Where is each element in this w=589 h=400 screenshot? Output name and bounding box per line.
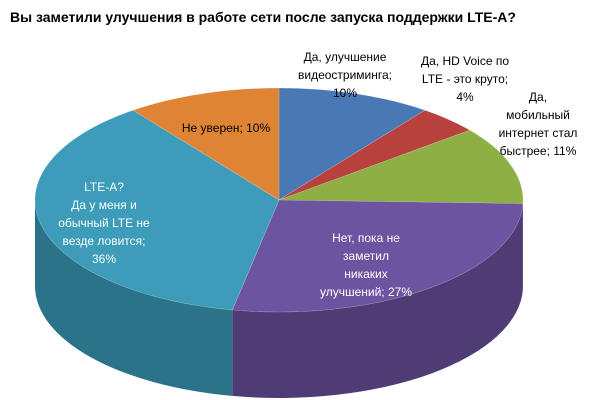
- slice-label: Не уверен; 10%: [182, 121, 271, 135]
- pie-slice: [34, 109, 280, 311]
- slice-label: Нет, пока не заметил никаких улучшений; 27%: [320, 231, 412, 299]
- pie-slice: [278, 109, 471, 201]
- pie-sides: [35, 200, 523, 398]
- pie-slice: [278, 129, 524, 204]
- chart-title: Вы заметили улучшения в работе сети посл…: [10, 9, 516, 25]
- slice-labels: Да, улучшение видеостриминга; 10% Да, HD Vo…: [58, 50, 577, 299]
- pie-slice: [231, 199, 524, 313]
- pie-slice-side: [35, 200, 233, 396]
- slice-label: Да, мобильный интернет стал быстрее; 11%: [499, 90, 578, 158]
- slice-label: Да, улучшение видеостриминга; 10%: [298, 50, 392, 100]
- pie-slice-side: [232, 203, 523, 398]
- slice-label: Да, HD Voice по LTE - это круто; 4%: [421, 54, 509, 104]
- pie-slice: [278, 87, 426, 201]
- pie-slice: [132, 87, 280, 201]
- pie-slices: [34, 87, 524, 313]
- slice-label: LTE-A? Да у меня и обычный LTE не везде лов…: [58, 180, 150, 266]
